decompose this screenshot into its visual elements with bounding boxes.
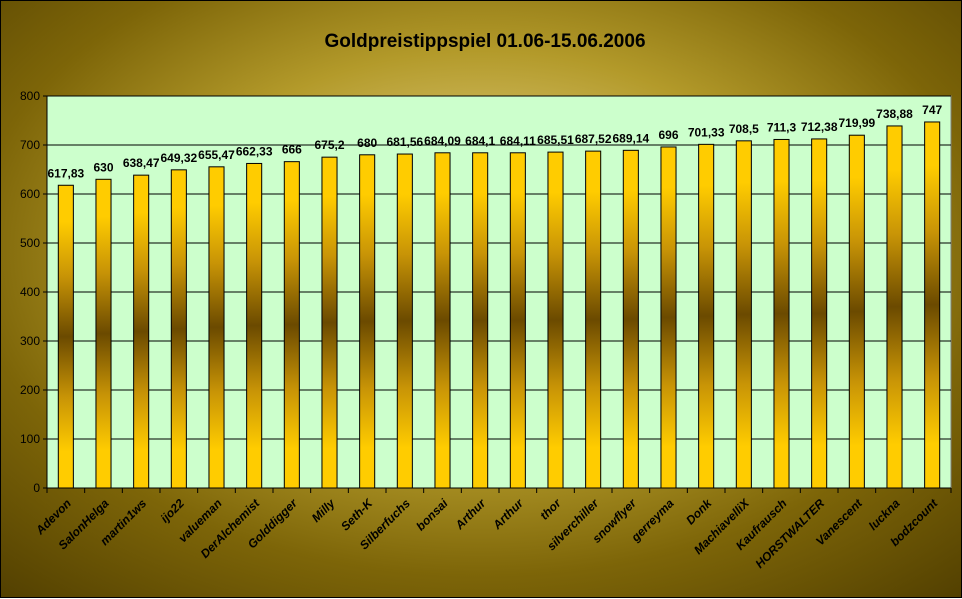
data-label: 687,52 [575,132,612,146]
bar [246,162,263,489]
bars: 617,83 630 638,47 649,32 655,47 662,33 666 675,… [47,103,942,489]
bar [396,153,413,489]
bar [547,151,564,489]
data-label: 684,1 [465,134,495,148]
x-tick-label: thor [537,495,564,522]
x-tick-label: HORSTWALTER [752,496,827,571]
data-label: 675,2 [314,138,344,152]
bar [811,138,828,489]
data-label: 617,83 [47,166,84,180]
x-tick-label: Milly [309,495,339,525]
gridlines [47,95,951,440]
data-label: 711,3 [767,120,797,134]
data-label: 747 [922,103,942,117]
bar [321,156,338,489]
data-label: 719,99 [838,116,875,130]
data-label: 666 [282,143,302,157]
data-label: 708,5 [729,122,759,136]
data-label: 681,56 [386,135,423,149]
bar [283,161,300,489]
y-tick-label: 500 [20,236,40,250]
chart-title: Goldpreistippspiel 01.06-15.06.2006 [324,31,645,52]
bar [886,125,903,489]
bar [95,178,112,489]
data-label: 684,09 [424,134,461,148]
y-tick-label: 200 [20,383,40,397]
x-tick-label: ijo22 [158,496,187,525]
y-tick-label: 800 [20,89,40,103]
y-tick-label: 0 [33,481,40,495]
data-label: 649,32 [160,151,197,165]
data-label: 689,14 [612,131,649,145]
y-tick-label: 600 [20,187,40,201]
bar [622,149,639,489]
data-label: 696 [658,128,678,142]
data-label: 685,51 [537,133,574,147]
x-tick-label: luckna [866,496,903,533]
bar [848,134,865,489]
x-tick-label: Arthur [489,495,526,532]
bar [924,121,941,489]
x-tick-label: Arthur [452,495,489,532]
y-tick-label: 300 [20,334,40,348]
bar [585,150,602,489]
data-label: 684,11 [500,134,536,148]
bar [57,184,74,489]
bar [735,140,752,489]
x-tick-label: bonsai [413,496,451,534]
bar [434,152,451,489]
data-label: 701,33 [688,125,725,139]
data-label: 738,88 [876,107,913,121]
y-tick-label: 400 [20,285,40,299]
bar [773,138,790,489]
bar [509,152,526,489]
data-label: 630 [93,160,113,174]
y-tick-label: 100 [20,432,40,446]
data-label: 662,33 [236,144,273,158]
bar [660,146,677,489]
data-label: 712,38 [801,120,838,134]
data-label: 680 [357,136,377,150]
x-tick-label: Donk [683,495,715,527]
bar [170,169,187,489]
bar [133,174,150,489]
bar [472,152,489,489]
bar [359,154,376,489]
bar [208,166,225,489]
y-tick-label: 700 [20,138,40,152]
data-label: 638,47 [123,156,160,170]
bar [698,143,715,489]
data-label: 655,47 [198,148,235,162]
